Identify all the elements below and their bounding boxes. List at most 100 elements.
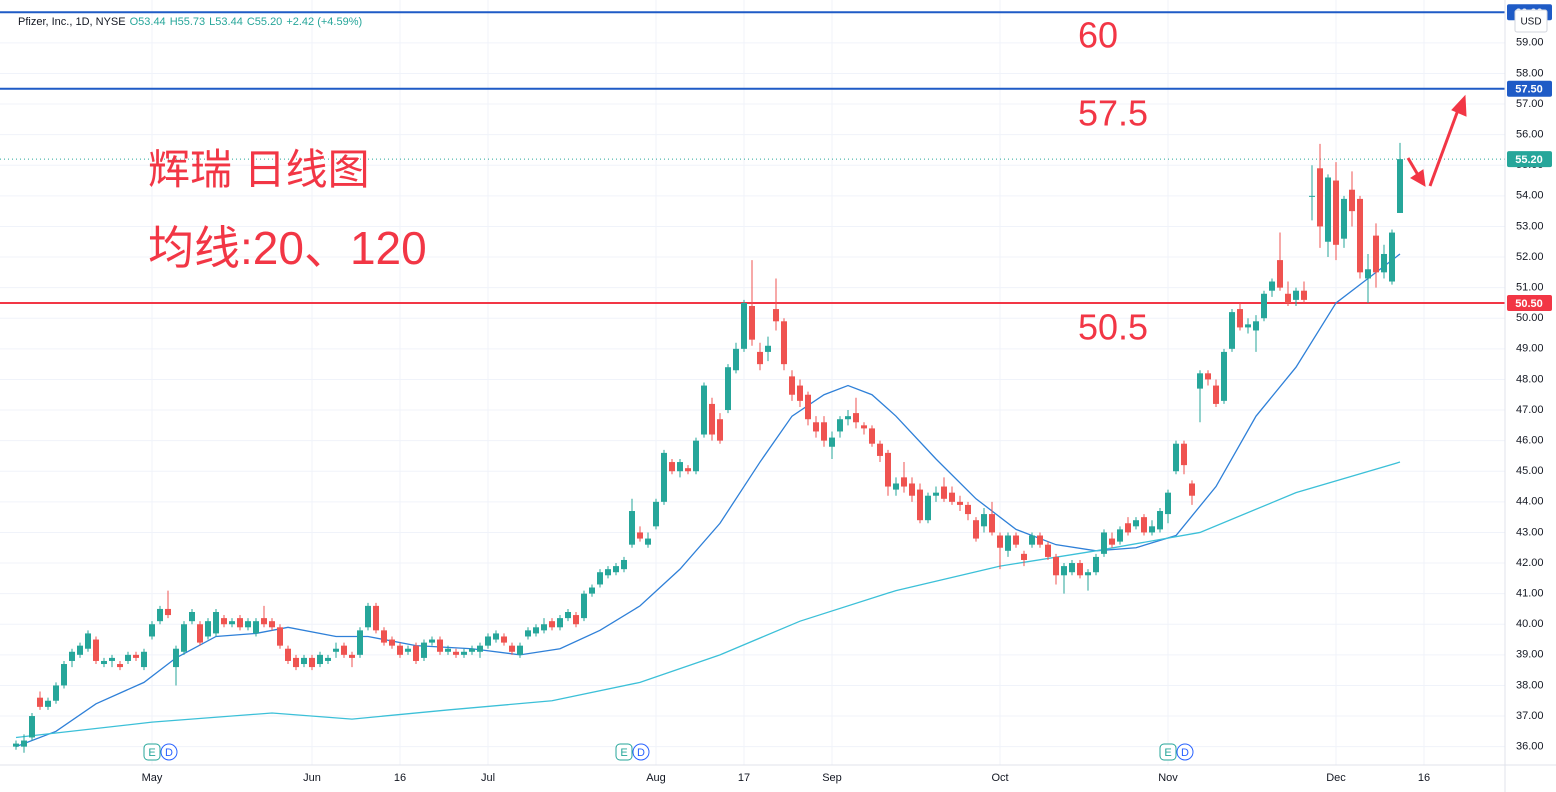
- candle-body: [589, 587, 595, 594]
- y-tick-label: 58.00: [1516, 67, 1544, 79]
- x-tick-label: 17: [738, 772, 750, 784]
- candle-body: [853, 413, 859, 423]
- candle-body: [581, 593, 587, 619]
- header-line: Pfizer, Inc., 1D, NYSE O53.44 H55.73 L53.44…: [18, 16, 362, 28]
- candle-body: [253, 621, 259, 634]
- candle-body: [1317, 168, 1323, 227]
- candle-body: [1221, 351, 1227, 401]
- candle-body: [1013, 535, 1019, 545]
- candle-body: [997, 535, 1003, 548]
- candle-body: [429, 639, 435, 643]
- y-tick-label: 59.00: [1516, 37, 1544, 49]
- candle-body: [525, 630, 531, 637]
- y-tick-label: 54.00: [1516, 190, 1544, 202]
- candle-body: [1165, 492, 1171, 515]
- candle-body: [701, 385, 707, 435]
- candle-body: [637, 532, 643, 539]
- candle-body: [677, 462, 683, 472]
- candle-body: [1349, 189, 1355, 212]
- candles: [13, 142, 1403, 753]
- candle-body: [645, 538, 651, 545]
- candle-body: [421, 642, 427, 658]
- candle-body: [1365, 269, 1371, 279]
- candle-body: [685, 468, 691, 472]
- candle-body: [445, 648, 451, 652]
- candle-body: [349, 654, 355, 658]
- candle-body: [453, 651, 459, 655]
- level-label: 50.50: [1515, 298, 1543, 310]
- level-label: 57.50: [1515, 84, 1543, 96]
- candle-body: [821, 422, 827, 441]
- x-tick-label: Oct: [991, 772, 1008, 784]
- candle-body: [269, 621, 275, 628]
- y-tick-label: 50.00: [1516, 312, 1544, 324]
- header-item: C55.20: [247, 16, 282, 28]
- candle-body: [53, 685, 59, 701]
- candle-body: [989, 514, 995, 533]
- arrows: [1406, 94, 1467, 187]
- candle-body: [1189, 483, 1195, 496]
- candle-body: [909, 483, 915, 496]
- candle-body: [533, 627, 539, 634]
- candle-body: [829, 437, 835, 447]
- candle-body: [941, 486, 947, 499]
- candle-body: [149, 624, 155, 637]
- candle-body: [893, 483, 899, 490]
- candle-body: [901, 477, 907, 487]
- currency: USD: [1520, 17, 1541, 28]
- candle-body: [725, 367, 731, 411]
- candle-body: [1085, 572, 1091, 576]
- level-label-box: [1507, 151, 1552, 168]
- y-tick-label: 38.00: [1516, 679, 1544, 691]
- candle-body: [621, 559, 627, 570]
- candle-body: [573, 615, 579, 625]
- candle-body: [509, 645, 515, 652]
- currency-frame: [1514, 9, 1548, 33]
- candle-body: [69, 651, 75, 661]
- candle-body: [1117, 529, 1123, 542]
- candle-body: [765, 345, 771, 352]
- candle-body: [1237, 309, 1243, 328]
- candle-body: [741, 302, 747, 349]
- candle-body: [549, 621, 555, 628]
- candle-body: [1333, 180, 1339, 245]
- x-tick-label: 16: [394, 772, 406, 784]
- candle-body: [1269, 281, 1275, 291]
- event-badge: [615, 743, 633, 761]
- candle-body: [653, 501, 659, 527]
- candle-body: [301, 657, 307, 665]
- candle-body: [181, 624, 187, 652]
- candle-body: [749, 306, 755, 340]
- candle-body: [1093, 556, 1099, 573]
- candle-body: [109, 657, 115, 661]
- grid: [0, 0, 1505, 765]
- x-tick-label: 16: [1418, 772, 1430, 784]
- candle-body: [957, 501, 963, 505]
- x-tick-label: Aug: [646, 772, 666, 784]
- candle-body: [45, 700, 51, 707]
- y-tick-label: 41.00: [1516, 588, 1544, 600]
- candle-body: [757, 351, 763, 365]
- candle-body: [669, 462, 675, 472]
- x-tick-label: May: [142, 772, 163, 784]
- header-item: H55.73: [170, 16, 205, 28]
- candle-body: [965, 504, 971, 515]
- candle-body: [285, 648, 291, 661]
- header: Pfizer, Inc., 1D, NYSE O53.44 H55.73 L53.44…: [18, 16, 362, 28]
- candle-body: [1149, 526, 1155, 533]
- candle-body: [949, 492, 955, 502]
- candle-body: [1029, 535, 1035, 545]
- candle-body: [397, 645, 403, 655]
- candle-body: [501, 636, 507, 643]
- y-tick-label: 56.00: [1516, 129, 1544, 141]
- y-tick-label: 43.00: [1516, 526, 1544, 538]
- candle-body: [1037, 535, 1043, 545]
- event-badge: [632, 743, 650, 761]
- candle-body: [1205, 373, 1211, 380]
- header-item: L53.44: [209, 16, 243, 28]
- event-badge: [1159, 743, 1177, 761]
- candle-body: [461, 651, 467, 655]
- candle-body: [933, 492, 939, 496]
